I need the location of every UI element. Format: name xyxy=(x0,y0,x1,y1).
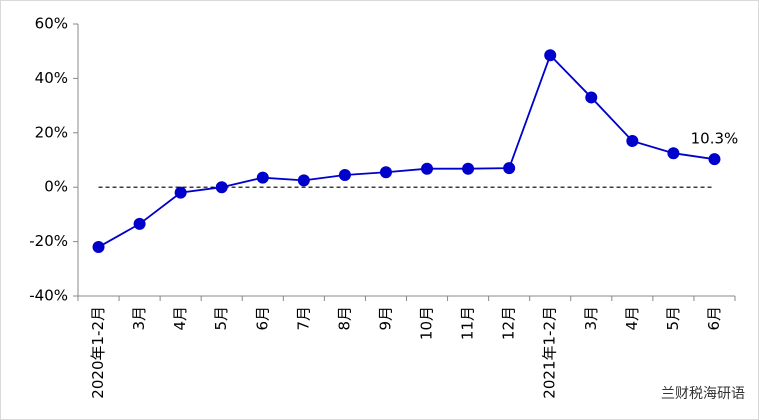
x-tick-label: 11月 xyxy=(459,306,477,340)
y-tick-label: 0% xyxy=(44,178,68,196)
y-tick-label: -40% xyxy=(29,287,68,305)
y-tick-label: -20% xyxy=(29,232,68,250)
marker xyxy=(667,147,680,160)
marker xyxy=(626,134,639,147)
marker xyxy=(503,162,516,175)
data-label: 10.3% xyxy=(691,130,739,148)
x-tick-label: 8月 xyxy=(335,306,353,331)
marker xyxy=(585,91,598,104)
x-tick-label: 6月 xyxy=(253,306,271,331)
x-tick-label: 10月 xyxy=(418,306,436,340)
x-tick-label: 2021年1-2月 xyxy=(541,306,559,399)
y-tick-label: 20% xyxy=(35,123,68,141)
x-tick-label: 3月 xyxy=(130,306,148,331)
y-tick-label: 40% xyxy=(35,69,68,87)
x-tick-label: 5月 xyxy=(212,306,230,331)
marker xyxy=(462,162,475,175)
marker xyxy=(379,166,392,179)
x-tick-label: 2020年1-2月 xyxy=(89,306,107,399)
marker xyxy=(215,181,228,194)
marker xyxy=(256,171,269,184)
marker xyxy=(421,162,434,175)
x-tick-label: 6月 xyxy=(705,306,723,331)
marker xyxy=(338,168,351,181)
x-tick-label: 7月 xyxy=(294,306,312,331)
x-tick-label: 12月 xyxy=(500,306,518,340)
watermark: 兰财税海研语 xyxy=(661,386,745,402)
x-tick-label: 4月 xyxy=(171,306,189,331)
marker xyxy=(92,241,105,254)
x-tick-label: 5月 xyxy=(664,306,682,331)
marker xyxy=(174,186,187,199)
y-tick-label: 60% xyxy=(35,15,68,33)
x-tick-label: 3月 xyxy=(582,306,600,331)
x-tick-label: 9月 xyxy=(376,306,394,331)
line xyxy=(98,53,715,248)
marker xyxy=(133,217,146,230)
marker xyxy=(708,153,721,166)
marker xyxy=(297,174,310,187)
x-tick-label: 4月 xyxy=(623,306,641,331)
marker xyxy=(544,49,557,62)
